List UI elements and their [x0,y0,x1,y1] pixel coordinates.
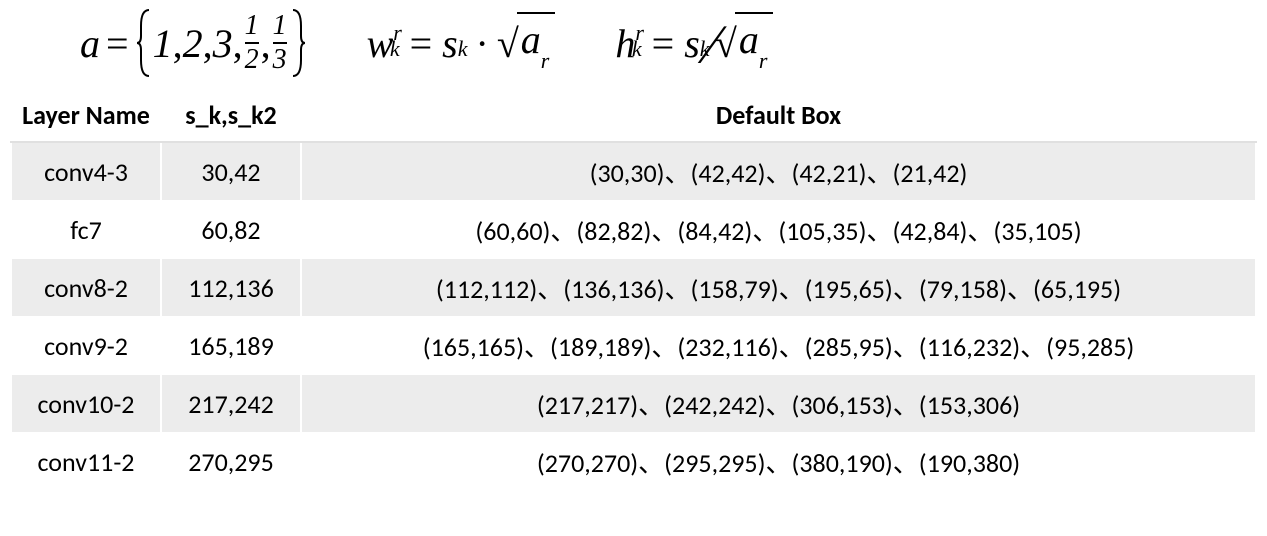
cdot-icon: · [475,20,488,67]
formula-height: hrk = sk ∕ √ ar [615,11,773,75]
cell-sk: 165,189 [161,317,301,375]
cell-sk: 30,42 [161,142,301,201]
sqrt-icon: √ [497,20,519,67]
cell-boxes: (165,165)、(189,189)、(232,116)、(285,95)、(… [301,317,1256,375]
sqrt-ar-w: √ ar [497,18,556,68]
table-row: fc760,82(60,60)、(82,82)、(84,42)、(105,35)… [11,201,1256,259]
w-sub: k [390,36,400,62]
equals: = [106,20,129,67]
cell-sk: 217,242 [161,375,301,433]
slash-icon: ∕ [708,13,717,77]
col-header-box: Default Box [301,89,1256,143]
h-sub: k [632,36,642,62]
table-row: conv11-2270,295(270,270)、(295,295)、(380,… [11,433,1256,491]
col-header-layer: Layer Name [11,89,161,143]
formula-width: wrk = sk · √ ar [367,18,556,68]
table-row: conv10-2217,242(217,217)、(242,242)、(306,… [11,375,1256,433]
cell-layer: conv11-2 [11,433,161,491]
cell-layer: conv4-3 [11,142,161,201]
a-sub-w: r [541,48,550,73]
a-sub-h: r [759,48,768,73]
set-item-2: 2 [183,20,203,67]
cell-sk: 270,295 [161,433,301,491]
cell-layer: conv10-2 [11,375,161,433]
col-header-sk: s_k,s_k2 [161,89,301,143]
cell-sk: 60,82 [161,201,301,259]
left-brace-icon [135,8,153,78]
var-a-h: a [739,17,759,62]
cell-boxes: (217,217)、(242,242)、(306,153)、(153,306) [301,375,1256,433]
cell-boxes: (30,30)、(42,42)、(42,21)、(21,42) [301,142,1256,201]
table-row: conv9-2165,189(165,165)、(189,189)、(232,1… [11,317,1256,375]
sqrt-icon-h: √ [715,20,737,67]
cell-layer: conv8-2 [11,259,161,317]
set-item-3: 3 [213,20,233,67]
equals-h: = [652,20,675,67]
cell-boxes: (270,270)、(295,295)、(380,190)、(190,380) [301,433,1256,491]
set-frac-1-3: 1 3 [273,12,287,74]
formula-row: a = 1, 2, 3, 1 2 , 1 3 wrk = sk · √ ar h… [10,8,1257,78]
var-a: a [80,20,100,67]
cell-layer: fc7 [11,201,161,259]
set-frac-1-2: 1 2 [245,12,259,74]
cell-boxes: (60,60)、(82,82)、(84,42)、(105,35)、(42,84)… [301,201,1256,259]
table-row: conv8-2112,136(112,112)、(136,136)、(158,7… [11,259,1256,317]
table-header-row: Layer Name s_k,s_k2 Default Box [11,89,1256,143]
formula-a-set: a = 1, 2, 3, 1 2 , 1 3 [80,8,307,78]
var-s-h: s [684,20,700,67]
set-item-1: 1 [153,20,173,67]
sqrt-ar-h: √ ar [715,18,774,68]
cell-layer: conv9-2 [11,317,161,375]
var-s-w: s [442,20,458,67]
cell-boxes: (112,112)、(136,136)、(158,79)、(195,65)、(7… [301,259,1256,317]
table-row: conv4-330,42(30,30)、(42,42)、(42,21)、(21,… [11,142,1256,201]
right-brace-icon [289,8,307,78]
s-sub-w: k [458,36,468,62]
default-box-table: Layer Name s_k,s_k2 Default Box conv4-33… [10,88,1257,491]
cell-sk: 112,136 [161,259,301,317]
var-a-w: a [521,17,541,62]
equals-w: = [410,20,433,67]
